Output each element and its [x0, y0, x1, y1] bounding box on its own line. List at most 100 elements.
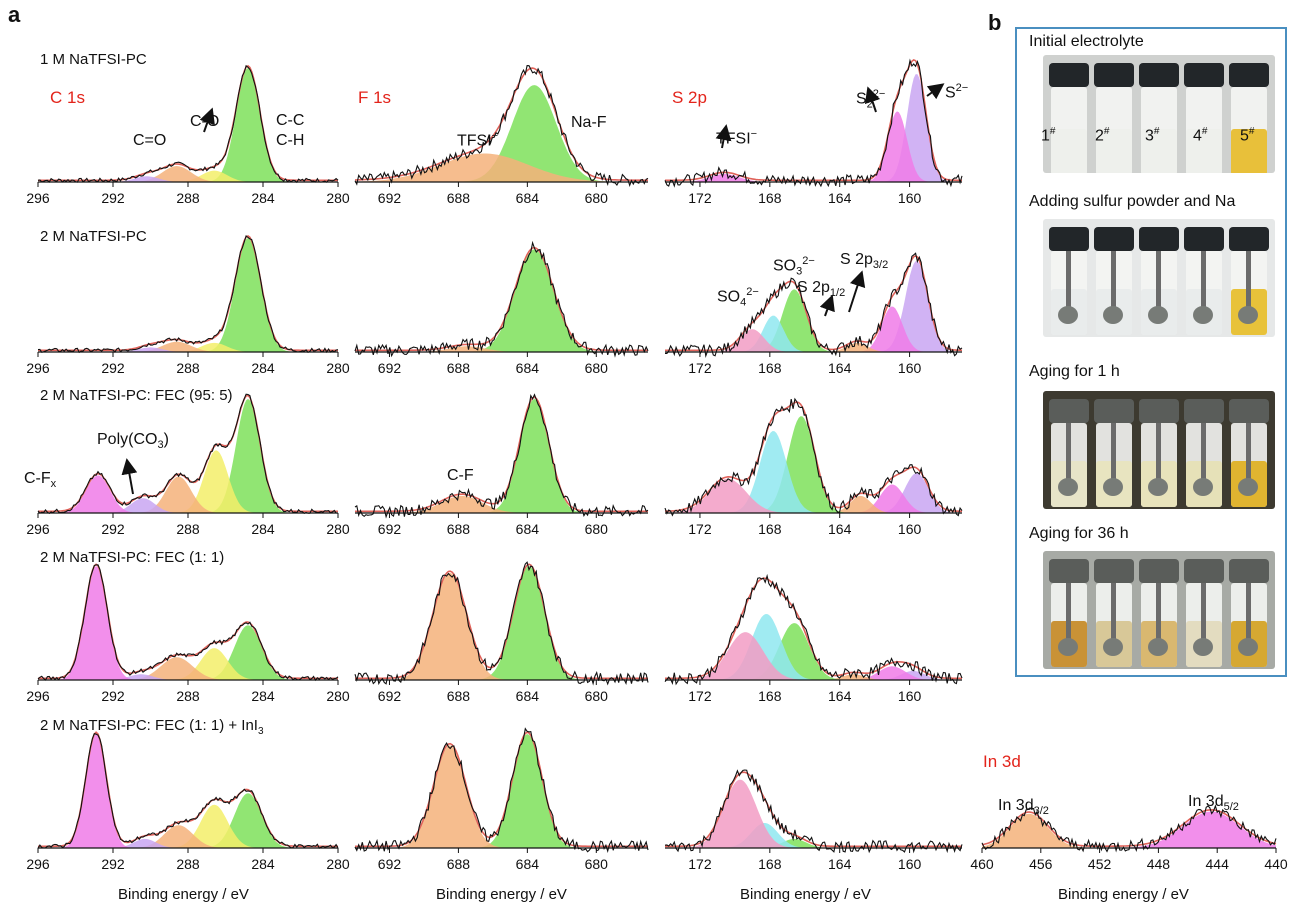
photo-aging-1h — [1043, 391, 1275, 509]
tick-label-7-3: 680 — [585, 521, 609, 537]
tick-label-15-2: 452 — [1088, 856, 1112, 872]
tick-label-12-4: 280 — [326, 856, 350, 872]
spectrum-9 — [37, 564, 339, 682]
peak-5-5 — [665, 329, 962, 352]
annot-tfsi-s2p: TFSI− — [716, 128, 758, 148]
tick-label-12-3: 284 — [251, 856, 275, 872]
spectrum-8 — [664, 397, 963, 517]
peak-6-4 — [38, 475, 338, 513]
peak-10-1 — [355, 572, 648, 680]
tick-label-4-2: 684 — [516, 360, 540, 376]
tick-label-11-2: 164 — [828, 688, 852, 704]
peak-1-1 — [355, 153, 648, 182]
tick-label-9-2: 288 — [176, 688, 200, 704]
annot-s-2minus: S2− — [945, 82, 969, 102]
tick-label-2-1: 168 — [758, 190, 782, 206]
annotation-arrow-3 — [715, 124, 732, 149]
peak-13-1 — [355, 745, 648, 848]
peak-3-0 — [38, 238, 338, 352]
annot-s2p12: S 2p1/2 — [797, 279, 846, 300]
tick-label-12-1: 292 — [101, 856, 125, 872]
tick-label-8-2: 164 — [828, 521, 852, 537]
peak-10-0 — [355, 566, 648, 680]
tick-label-14-0: 172 — [688, 856, 712, 872]
spectrum-13 — [354, 727, 649, 853]
xlabel-s2p: Binding energy / eV — [740, 886, 871, 903]
tick-label-6-2: 288 — [176, 521, 200, 537]
tick-label-14-1: 168 — [758, 856, 782, 872]
peak-9-0 — [38, 625, 338, 680]
peak-6-0 — [38, 399, 338, 513]
caption-aging-36h: Aging for 36 h — [1029, 525, 1129, 542]
tick-label-4-0: 692 — [378, 360, 402, 376]
annot-in3d52: In 3d5/2 — [1188, 793, 1239, 814]
tick-label-5-0: 172 — [688, 360, 712, 376]
annot-polyco3: Poly(CO3) — [97, 431, 169, 452]
annot-tfsi-f1s: TFSI− — [457, 130, 499, 150]
photo-initial-electrolyte — [1043, 55, 1275, 173]
xlabel-f1s: Binding energy / eV — [436, 886, 567, 903]
peak-14-0 — [665, 838, 962, 848]
tick-label-6-4: 280 — [326, 521, 350, 537]
peak-5-1 — [665, 306, 962, 352]
tick-label-3-3: 284 — [251, 360, 275, 376]
tick-label-4-3: 680 — [585, 360, 609, 376]
tick-label-8-1: 168 — [758, 521, 782, 537]
tick-label-0-3: 284 — [251, 190, 275, 206]
tick-label-3-1: 292 — [101, 360, 125, 376]
tick-label-10-3: 680 — [585, 688, 609, 704]
peak-13-0 — [355, 734, 648, 848]
tick-label-3-4: 280 — [326, 360, 350, 376]
spectrum-15 — [981, 804, 1277, 853]
vial — [1094, 399, 1134, 507]
tick-label-11-0: 172 — [688, 688, 712, 704]
peak-15-1 — [982, 811, 1276, 848]
tick-label-0-2: 288 — [176, 190, 200, 206]
vial — [1184, 227, 1224, 335]
peak-14-2 — [665, 779, 962, 848]
annotation-arrow-0 — [199, 107, 215, 133]
peak-7-0 — [355, 399, 648, 513]
row-title-5: 2 M NaTFSI-PC: FEC (1: 1) + InI3 — [40, 717, 264, 737]
tick-label-15-0: 460 — [970, 856, 994, 872]
photo-aging-36h — [1043, 551, 1275, 669]
caption-initial: Initial electrolyte — [1029, 33, 1144, 50]
peak-0-2 — [38, 166, 338, 182]
tick-label-9-4: 280 — [326, 688, 350, 704]
row-title-2: 2 M NaTFSI-PC — [40, 228, 147, 245]
tick-label-12-0: 296 — [26, 856, 50, 872]
tick-label-3-2: 288 — [176, 360, 200, 376]
vial — [1139, 227, 1179, 335]
peak-6-2 — [38, 476, 338, 513]
vial — [1229, 559, 1269, 667]
spectrum-6 — [37, 393, 339, 514]
tick-label-10-0: 692 — [378, 688, 402, 704]
spectrum-1 — [354, 65, 649, 187]
annot-c-eq-o: C=O — [133, 132, 167, 149]
vial — [1049, 227, 1089, 335]
vial-label-3: 3# — [1145, 126, 1160, 145]
peak-12-2 — [38, 825, 338, 848]
peak-9-2 — [38, 657, 338, 680]
peak-8-1 — [665, 484, 962, 513]
core-label-in3d: In 3d — [983, 752, 1021, 771]
tick-label-2-3: 160 — [898, 190, 922, 206]
tick-label-2-2: 164 — [828, 190, 852, 206]
tick-label-6-0: 296 — [26, 521, 50, 537]
core-label-c1s: C 1s — [50, 88, 85, 107]
tick-label-6-3: 284 — [251, 521, 275, 537]
annot-cf: C-F — [447, 467, 474, 484]
vial — [1139, 559, 1179, 667]
peak-5-0 — [665, 261, 962, 352]
xlabel-in3d: Binding energy / eV — [1058, 886, 1189, 903]
annotation-arrow-1 — [864, 86, 881, 113]
vial — [1094, 63, 1134, 173]
peak-12-4 — [38, 734, 338, 848]
annot-c-c: C-C — [276, 112, 305, 129]
vial — [1049, 63, 1089, 173]
vial — [1139, 63, 1179, 173]
peak-0-0 — [38, 68, 338, 182]
peak-11-3 — [665, 623, 962, 680]
tick-label-1-1: 688 — [447, 190, 471, 206]
